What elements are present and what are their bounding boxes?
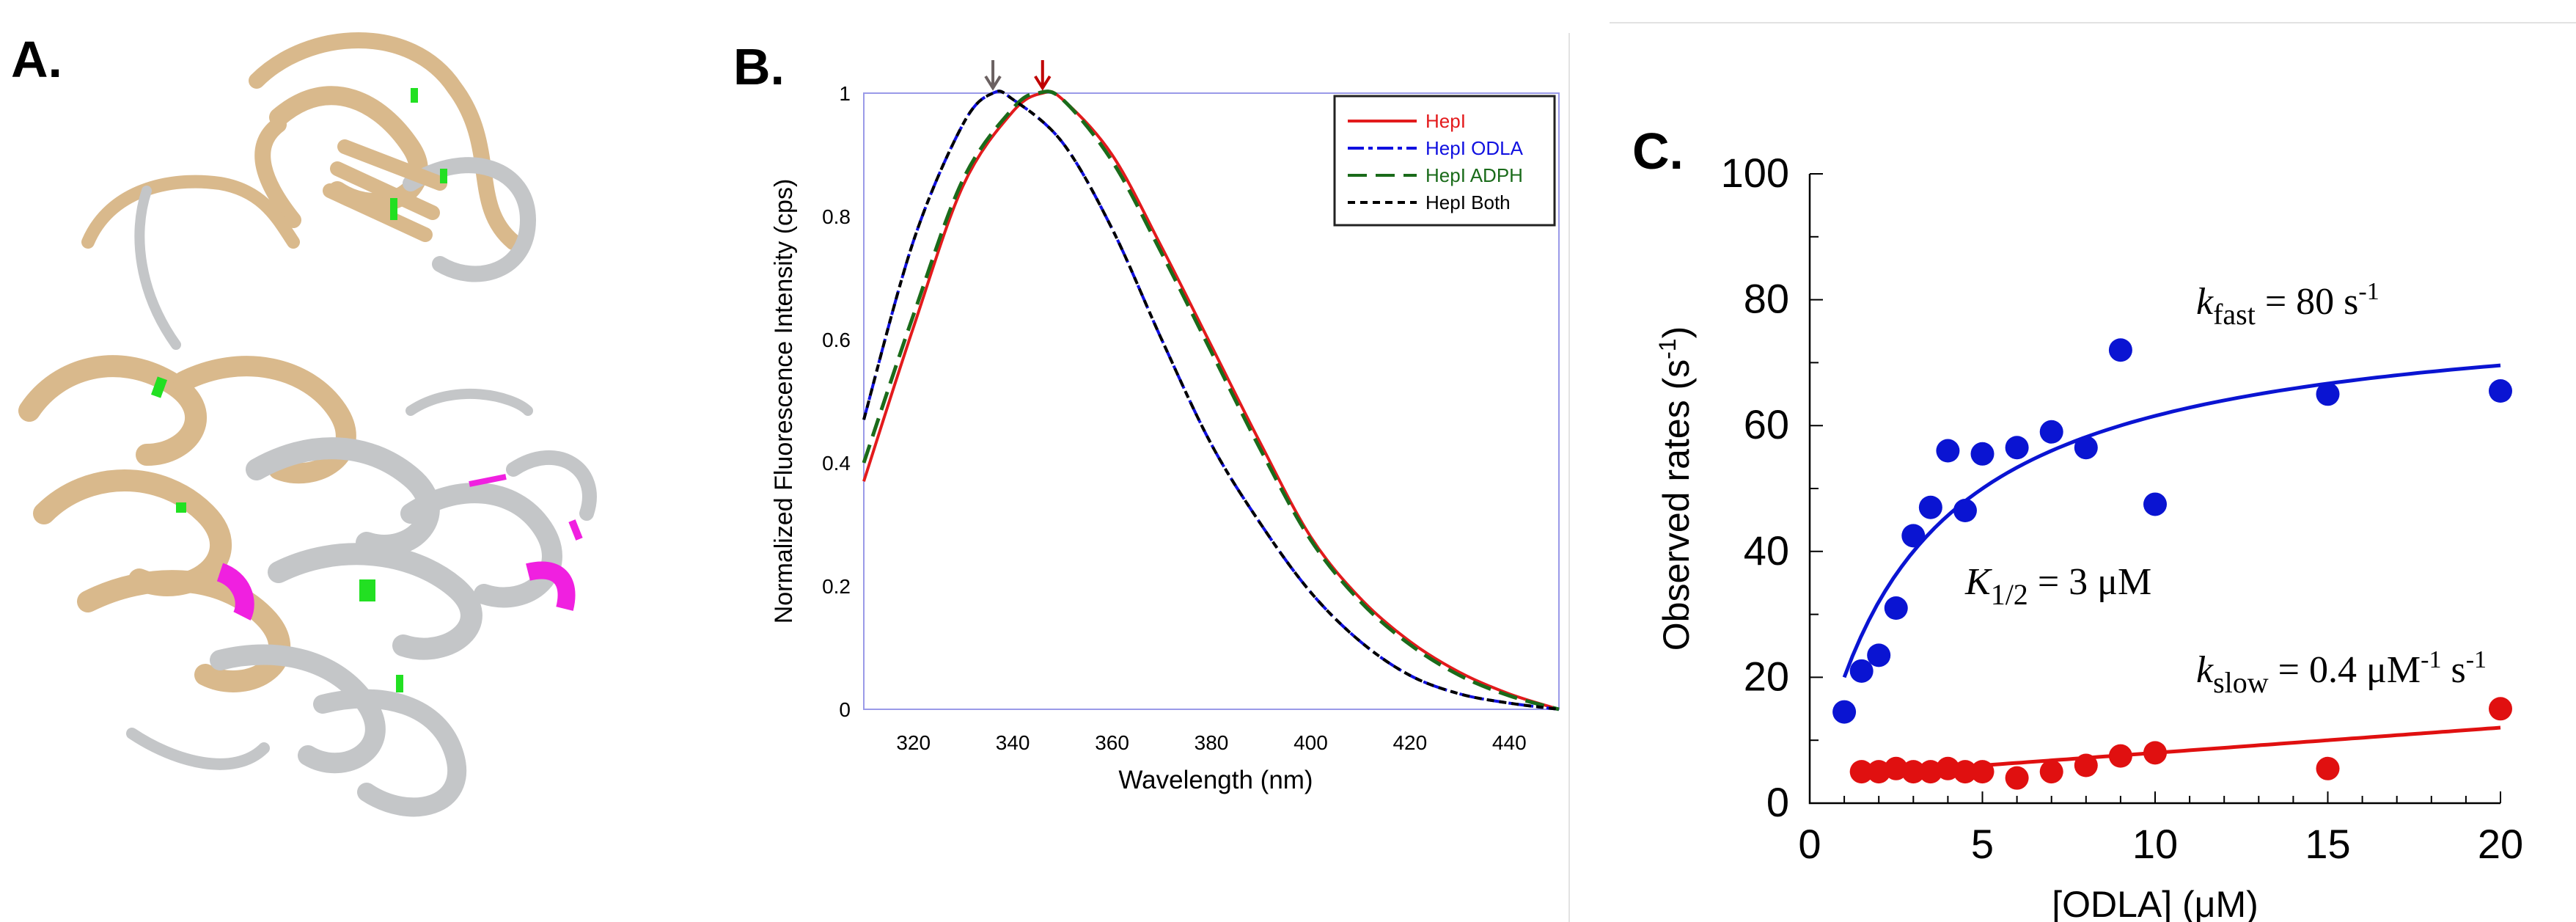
data-point-slow bbox=[2108, 744, 2132, 768]
series-line-hepi-adph bbox=[862, 89, 1560, 711]
data-point-slow bbox=[1849, 760, 1874, 784]
x-tick-label: 420 bbox=[1392, 731, 1427, 754]
y-tick-label: 20 bbox=[1744, 653, 1789, 699]
legend-label: HepI ADPH bbox=[1425, 164, 1523, 186]
annotation-kslow: kslow = 0.4 μM-1 s-1 bbox=[2196, 646, 2487, 699]
panel-b-label: B. bbox=[733, 38, 785, 95]
ann-mid: = 3 μM bbox=[2028, 561, 2151, 603]
peak-arrow-icon bbox=[984, 60, 1002, 91]
data-point-slow bbox=[2005, 766, 2029, 790]
x-tick-label: 15 bbox=[2305, 821, 2350, 867]
y-tick-label: 0.8 bbox=[822, 205, 851, 228]
series-line-hepi bbox=[862, 89, 1560, 711]
ann-sub: slow bbox=[2213, 666, 2269, 699]
data-point-slow bbox=[2143, 741, 2167, 765]
y-tick-label: 0.2 bbox=[822, 575, 851, 598]
x-tick-label: 400 bbox=[1293, 731, 1328, 754]
data-point-slow bbox=[2489, 697, 2512, 721]
data-point-fast bbox=[1832, 700, 1857, 724]
data-point-fast bbox=[1884, 596, 1908, 621]
ann-sub: 1/2 bbox=[1991, 578, 2028, 611]
x-tick-label: 340 bbox=[996, 731, 1030, 754]
y-label-main: Observed rates (s bbox=[1656, 359, 1697, 651]
data-point-fast bbox=[2039, 420, 2063, 444]
data-point-fast bbox=[2489, 379, 2512, 403]
data-point-fast bbox=[1901, 524, 1926, 548]
ann-sup: -1 bbox=[2358, 278, 2379, 305]
x-tick-label: 5 bbox=[1971, 821, 1994, 867]
y-tick-label: 1 bbox=[839, 82, 851, 105]
fit-line-fast bbox=[1842, 363, 2501, 678]
peak-arrow-icon bbox=[1034, 60, 1052, 91]
legend-label: HepI Both bbox=[1425, 191, 1511, 213]
legend: HepI HepI ODLA HepI ADPH HepI Both bbox=[1333, 95, 1556, 227]
data-point-fast bbox=[2316, 382, 2340, 406]
legend-label: HepI ODLA bbox=[1425, 137, 1524, 159]
series-line-hepi-both bbox=[862, 89, 1560, 711]
data-point-fast bbox=[2108, 338, 2132, 362]
ann-k: k bbox=[2196, 649, 2214, 691]
y-label-end: ) bbox=[1656, 326, 1697, 339]
data-point-fast bbox=[1936, 439, 1960, 463]
data-point-fast bbox=[2005, 436, 2029, 460]
x-tick-label: 10 bbox=[2132, 821, 2178, 867]
ann-sup: -1 bbox=[2421, 646, 2441, 673]
ann-mid: = 0.4 μM bbox=[2269, 649, 2421, 691]
plot-frame bbox=[863, 92, 1560, 710]
y-tick-label: 0 bbox=[839, 698, 851, 721]
x-axis-label: [ODLA] (μM) bbox=[2052, 884, 2258, 922]
y-label-sup: -1 bbox=[1654, 338, 1681, 359]
data-point-slow bbox=[1953, 760, 1977, 784]
data-point-fast bbox=[1849, 659, 1874, 683]
y-tick-label: 60 bbox=[1744, 401, 1789, 447]
y-tick-label: 80 bbox=[1744, 276, 1789, 322]
data-point-fast bbox=[2143, 492, 2167, 516]
protein-structure-image bbox=[18, 32, 597, 817]
y-tick-label: 100 bbox=[1721, 150, 1789, 196]
fit-line-slow bbox=[1982, 725, 2501, 767]
data-point-slow bbox=[2074, 753, 2098, 778]
kinetics-chart: 0 5 10 15 20 0 20 40 60 80 100 [ODLA] (μM) Observe… bbox=[1654, 150, 2523, 922]
x-tick-label: 380 bbox=[1195, 731, 1229, 754]
ann-sub: fast bbox=[2213, 298, 2256, 331]
y-tick-label: 0.6 bbox=[822, 329, 851, 351]
ann-k: k bbox=[2196, 281, 2214, 323]
panel-c-frame bbox=[1568, 22, 2576, 922]
data-point-slow bbox=[1901, 760, 1926, 784]
data-point-fast bbox=[1953, 499, 1977, 523]
data-point-slow bbox=[2316, 756, 2340, 780]
data-point-slow bbox=[2039, 760, 2063, 784]
data-point-fast bbox=[1867, 643, 1891, 667]
annotation-kfast: kfast = 80 s-1 bbox=[2196, 278, 2379, 331]
ann-mid: = 80 s bbox=[2256, 281, 2359, 323]
x-tick-label: 440 bbox=[1492, 731, 1527, 754]
data-point-fast bbox=[1918, 495, 1942, 519]
y-tick-label: 40 bbox=[1744, 527, 1789, 574]
spectrum-chart: 320 340 360 380 400 420 440 0 0.2 0.4 0.6 0.8 1 Wave… bbox=[770, 60, 1560, 794]
data-point-fast bbox=[2074, 436, 2098, 460]
ann-k: K bbox=[1964, 561, 1992, 603]
axes bbox=[1808, 174, 2500, 805]
y-axis-label: Normalized Fluorescence Intensity (cps) bbox=[770, 179, 798, 624]
x-tick-label: 0 bbox=[1798, 821, 1821, 867]
data-point-fast bbox=[1970, 442, 1995, 466]
annotation-khalf: K1/2 = 3 μM bbox=[1964, 561, 2151, 611]
y-axis-label: Observed rates (s-1) bbox=[1654, 326, 1697, 651]
y-tick-label: 0.4 bbox=[822, 452, 851, 475]
y-tick-label: 0 bbox=[1766, 779, 1789, 825]
x-tick-label: 20 bbox=[2478, 821, 2523, 867]
x-axis-label: Wavelength (nm) bbox=[1118, 766, 1313, 794]
data-point-slow bbox=[1970, 760, 1995, 784]
x-tick-label: 360 bbox=[1095, 731, 1129, 754]
panel-c-label: C. bbox=[1632, 122, 1684, 180]
panel-a-label: A. bbox=[11, 31, 62, 88]
ann-mid2: s bbox=[2441, 649, 2465, 691]
ann-sup2: -1 bbox=[2466, 646, 2487, 673]
legend-label: HepI bbox=[1425, 110, 1466, 132]
x-tick-label: 320 bbox=[896, 731, 931, 754]
